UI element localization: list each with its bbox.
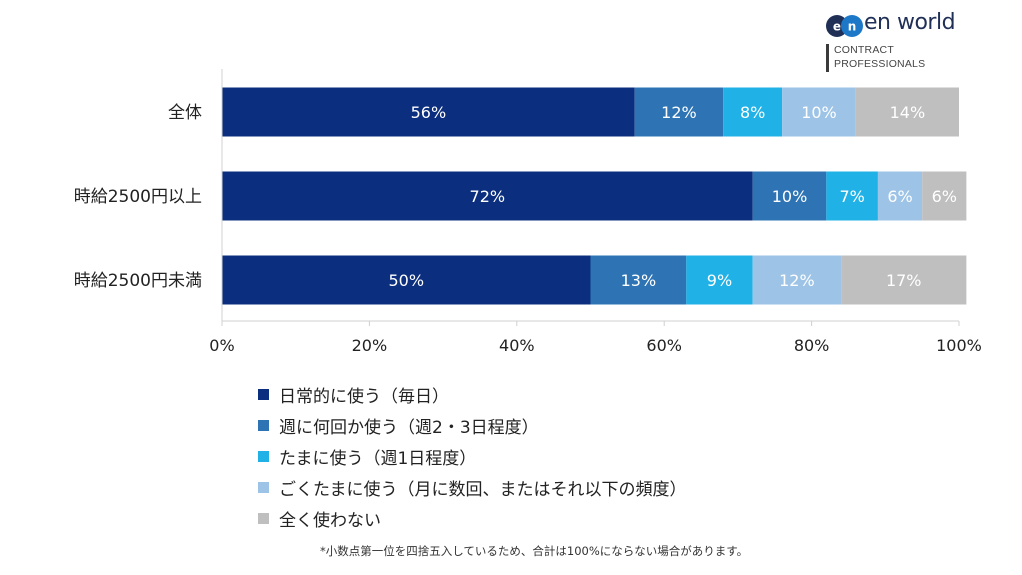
chart-legend: 日常的に使う（毎日） 週に何回か使う（週2・3日程度） たまに使う（週1日程度） ごく… bbox=[258, 379, 687, 534]
en-world-logo-icon: e n bbox=[826, 15, 863, 37]
category-label: 時給2500円未満 bbox=[74, 271, 202, 291]
bar-segment bbox=[782, 87, 856, 137]
footnote: *小数点第一位を四捨五入しているため、合計は100%にならない場合があります。 bbox=[320, 544, 749, 558]
x-tick-label: 60% bbox=[646, 336, 682, 355]
legend-label: 週に何回か使う（週2・3日程度） bbox=[279, 418, 539, 438]
category-label: 全体 bbox=[168, 103, 202, 123]
x-tick-label: 40% bbox=[499, 336, 535, 355]
x-tick-label: 0% bbox=[209, 336, 234, 355]
bar-segment bbox=[752, 171, 827, 221]
legend-item: 全く使わない bbox=[258, 503, 687, 534]
bar-value-label: 12% bbox=[661, 103, 697, 122]
bar-segment bbox=[855, 87, 959, 137]
legend-item: 週に何回か使う（週2・3日程度） bbox=[258, 410, 687, 441]
logo-brand-text: en world bbox=[864, 10, 956, 35]
stacked-bar-chart: 全体 56% 12% 8% 10% 14% 時給2500円以上 72% 10% 7% 6% 6% 時給2… bbox=[74, 69, 982, 355]
logo-tagline-line1: CONTRACT bbox=[834, 44, 894, 56]
bar-value-label: 12% bbox=[779, 271, 815, 290]
svg-text:n: n bbox=[848, 20, 857, 34]
x-tick-label: 100% bbox=[936, 336, 982, 355]
bar-value-label: 10% bbox=[772, 187, 808, 206]
legend-label: たまに使う（週1日程度） bbox=[279, 449, 477, 469]
bar-segment bbox=[826, 171, 878, 221]
logo-divider bbox=[826, 44, 829, 72]
legend-swatch bbox=[258, 513, 269, 524]
legend-item: ごくたまに使う（月に数回、またはそれ以下の頻度） bbox=[258, 472, 687, 503]
bar-segment bbox=[922, 171, 967, 221]
logo-tagline: CONTRACT PROFESSIONALS bbox=[834, 43, 925, 71]
x-tick-label: 20% bbox=[352, 336, 388, 355]
bar-segment bbox=[222, 255, 591, 305]
legend-item: たまに使う（週1日程度） bbox=[258, 441, 687, 472]
bar-value-label: 14% bbox=[890, 103, 926, 122]
legend-swatch bbox=[258, 389, 269, 400]
legend-item: 日常的に使う（毎日） bbox=[258, 379, 687, 410]
legend-label: ごくたまに使う（月に数回、またはそれ以下の頻度） bbox=[279, 480, 687, 500]
bar-value-label: 17% bbox=[886, 271, 922, 290]
legend-swatch bbox=[258, 420, 269, 431]
bar-segment bbox=[634, 87, 724, 137]
legend-label: 全く使わない bbox=[279, 511, 381, 531]
category-label: 時給2500円以上 bbox=[74, 187, 202, 207]
bar-value-label: 6% bbox=[932, 187, 957, 206]
svg-text:e: e bbox=[833, 20, 841, 34]
bar-value-label: 8% bbox=[740, 103, 765, 122]
legend-swatch bbox=[258, 482, 269, 493]
bar-value-label: 6% bbox=[887, 187, 912, 206]
logo: e n en world CONTRACT PROFESSIONALS bbox=[826, 10, 1016, 74]
logo-tagline-line2: PROFESSIONALS bbox=[834, 58, 926, 70]
bar-value-label: 9% bbox=[707, 271, 732, 290]
bar-segment bbox=[841, 255, 967, 305]
bar-segment bbox=[590, 255, 687, 305]
bar-value-label: 7% bbox=[839, 187, 864, 206]
bar-value-label: 56% bbox=[411, 103, 447, 122]
bar-value-label: 72% bbox=[470, 187, 506, 206]
bar-value-label: 10% bbox=[801, 103, 837, 122]
bar-segment bbox=[752, 255, 842, 305]
bar-segment bbox=[877, 171, 923, 221]
bar-segment bbox=[222, 171, 753, 221]
bar-segment bbox=[723, 87, 783, 137]
x-tick-label: 80% bbox=[794, 336, 830, 355]
bar-value-label: 13% bbox=[621, 271, 657, 290]
legend-label: 日常的に使う（毎日） bbox=[279, 387, 449, 407]
bar-segment bbox=[686, 255, 753, 305]
bar-segment bbox=[222, 87, 635, 137]
legend-swatch bbox=[258, 451, 269, 462]
bar-value-label: 50% bbox=[388, 271, 424, 290]
